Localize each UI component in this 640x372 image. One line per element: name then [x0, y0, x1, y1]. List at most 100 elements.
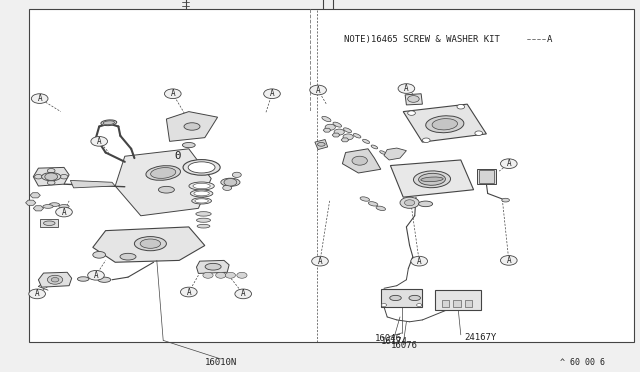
- Text: 16174: 16174: [381, 337, 408, 346]
- Polygon shape: [315, 140, 328, 150]
- Text: A: A: [404, 84, 409, 93]
- Bar: [453, 300, 461, 307]
- Polygon shape: [341, 138, 349, 142]
- Ellipse shape: [189, 182, 214, 190]
- Ellipse shape: [390, 295, 401, 301]
- Text: A: A: [93, 271, 99, 280]
- Polygon shape: [323, 128, 331, 132]
- Circle shape: [411, 256, 428, 266]
- Circle shape: [223, 185, 232, 190]
- Ellipse shape: [192, 198, 211, 204]
- Polygon shape: [403, 104, 486, 142]
- Circle shape: [216, 272, 226, 278]
- Polygon shape: [33, 167, 69, 186]
- Circle shape: [457, 105, 465, 109]
- Ellipse shape: [360, 197, 369, 201]
- Ellipse shape: [362, 139, 370, 144]
- Bar: [477, 169, 496, 184]
- Ellipse shape: [195, 199, 209, 203]
- Polygon shape: [405, 94, 422, 105]
- Ellipse shape: [146, 166, 180, 180]
- Text: A: A: [241, 289, 246, 298]
- Text: A: A: [97, 137, 102, 146]
- Ellipse shape: [194, 191, 209, 196]
- Polygon shape: [33, 206, 44, 211]
- Ellipse shape: [59, 205, 69, 208]
- Ellipse shape: [380, 151, 386, 154]
- Ellipse shape: [205, 263, 221, 270]
- Circle shape: [334, 129, 344, 135]
- Ellipse shape: [317, 142, 325, 146]
- Ellipse shape: [44, 221, 55, 225]
- Ellipse shape: [150, 168, 176, 178]
- Ellipse shape: [101, 120, 116, 126]
- Ellipse shape: [193, 183, 210, 189]
- Ellipse shape: [322, 116, 331, 122]
- Circle shape: [91, 137, 108, 146]
- Ellipse shape: [158, 186, 174, 193]
- Ellipse shape: [184, 123, 200, 130]
- Text: A: A: [506, 256, 511, 265]
- Circle shape: [47, 275, 63, 284]
- Ellipse shape: [419, 173, 445, 185]
- Ellipse shape: [93, 251, 106, 258]
- Text: A: A: [37, 94, 42, 103]
- Bar: [29, 9, 634, 342]
- Ellipse shape: [103, 121, 115, 125]
- Polygon shape: [115, 149, 211, 216]
- Ellipse shape: [421, 177, 443, 182]
- Circle shape: [235, 289, 252, 299]
- Ellipse shape: [196, 212, 211, 216]
- Bar: [479, 170, 494, 183]
- Circle shape: [237, 272, 247, 278]
- Text: A: A: [506, 159, 511, 168]
- Circle shape: [51, 278, 59, 282]
- Bar: [40, 219, 58, 227]
- Polygon shape: [166, 112, 218, 141]
- Ellipse shape: [419, 201, 433, 206]
- Polygon shape: [332, 133, 340, 137]
- Circle shape: [264, 89, 280, 99]
- Circle shape: [232, 172, 241, 177]
- Circle shape: [45, 173, 58, 180]
- Circle shape: [35, 174, 42, 179]
- Bar: [381, 289, 422, 307]
- Circle shape: [417, 304, 422, 307]
- Ellipse shape: [42, 173, 61, 181]
- Bar: [435, 290, 481, 310]
- Circle shape: [88, 270, 104, 280]
- Ellipse shape: [120, 253, 136, 260]
- Polygon shape: [384, 148, 406, 160]
- Ellipse shape: [140, 239, 161, 248]
- Bar: [442, 300, 449, 307]
- Text: Θ: Θ: [175, 151, 181, 161]
- Ellipse shape: [197, 224, 210, 228]
- Polygon shape: [26, 200, 36, 205]
- Circle shape: [180, 287, 197, 297]
- Circle shape: [422, 138, 430, 142]
- Text: A: A: [316, 86, 321, 94]
- Ellipse shape: [134, 237, 166, 251]
- Polygon shape: [30, 193, 40, 198]
- Circle shape: [343, 134, 353, 140]
- Text: 16076: 16076: [390, 341, 417, 350]
- Circle shape: [325, 124, 335, 130]
- Text: ^ 60 00 6: ^ 60 00 6: [560, 358, 605, 367]
- Bar: [465, 300, 472, 307]
- Text: 16325: 16325: [125, 0, 152, 1]
- Circle shape: [475, 131, 483, 135]
- Text: 24167Y: 24167Y: [464, 333, 496, 342]
- Circle shape: [312, 256, 328, 266]
- Ellipse shape: [182, 142, 195, 148]
- Ellipse shape: [221, 178, 240, 186]
- Ellipse shape: [353, 134, 361, 138]
- Ellipse shape: [188, 162, 215, 173]
- Ellipse shape: [376, 206, 385, 211]
- Ellipse shape: [98, 277, 111, 282]
- Circle shape: [381, 304, 387, 307]
- Ellipse shape: [196, 218, 211, 222]
- Polygon shape: [38, 272, 72, 287]
- Text: A: A: [417, 257, 422, 266]
- Polygon shape: [93, 227, 205, 262]
- Ellipse shape: [409, 295, 420, 301]
